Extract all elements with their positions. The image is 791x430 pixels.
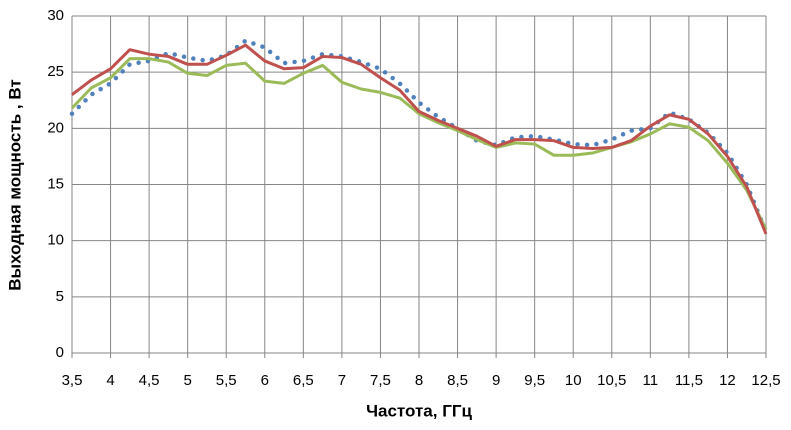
x-tick-label: 6,5 [293,372,314,389]
x-tick-label: 9,5 [524,372,545,389]
series-line [71,43,768,235]
y-axis-title: Выходная мощность , Вт [5,79,24,290]
x-tick-label: 5 [183,372,191,389]
x-tick-label: 6 [261,372,269,389]
x-tick-label: 8 [415,372,423,389]
y-tick-label: 5 [56,288,64,305]
x-tick-label: 4,5 [139,372,160,389]
series-line [69,38,769,234]
x-tick-label: 7 [338,372,346,389]
y-tick-label: 15 [47,175,64,192]
x-tick-label: 11 [643,372,659,389]
x-tick-label: 4 [106,372,114,389]
y-tick-label: 0 [56,344,64,361]
x-tick-label: 10,5 [597,372,626,389]
x-tick-label: 3,5 [62,372,83,389]
y-tick-label: 25 [47,63,64,80]
y-tick-label: 10 [47,232,64,249]
x-tick-label: 8,5 [447,372,468,389]
x-tick-label: 12 [719,372,736,389]
x-tick-label: 11,5 [675,372,703,389]
x-tick-label: 5,5 [216,372,237,389]
y-tick-label: 20 [47,119,64,136]
x-tick-label: 10 [565,372,582,389]
x-axis-title: Частота, ГГц [366,401,472,420]
x-tick-label: 7,5 [370,372,391,389]
x-tick-label: 9 [492,372,500,389]
series-line [70,57,768,231]
y-tick-label: 30 [47,7,64,24]
x-tick-label: 12,5 [751,372,780,389]
